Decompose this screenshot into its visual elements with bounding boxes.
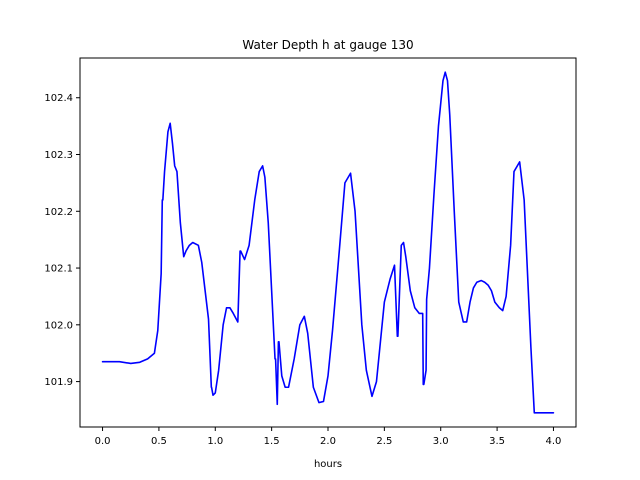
x-tick-label: 1.5 [264,436,280,447]
x-tick-label: 0.0 [95,436,111,447]
y-axis-ticks: 101.9 102.0 102.1 102.2 102.3 102.4 [44,93,80,388]
y-tick-label: 102.4 [44,93,73,104]
y-tick-label: 101.9 [44,377,73,388]
x-tick-label: 4.0 [546,436,562,447]
x-tick-label: 0.5 [151,436,167,447]
y-tick-label: 102.2 [44,207,73,218]
x-tick-label: 2.0 [320,436,336,447]
chart-title: Water Depth h at gauge 130 [242,38,413,52]
x-tick-label: 1.0 [207,436,223,447]
x-tick-label: 3.5 [489,436,505,447]
x-tick-label: 2.5 [376,436,392,447]
x-axis-label: hours [314,459,342,470]
series-line-0 [101,71,555,414]
x-axis-ticks: 0.0 0.5 1.0 1.5 2.0 2.5 3.0 3.5 4.0 [95,427,562,447]
y-tick-label: 102.0 [44,320,73,331]
y-tick-label: 102.1 [44,264,73,275]
x-tick-label: 3.0 [433,436,449,447]
plot-series [101,71,555,414]
y-tick-label: 102.3 [44,150,73,161]
